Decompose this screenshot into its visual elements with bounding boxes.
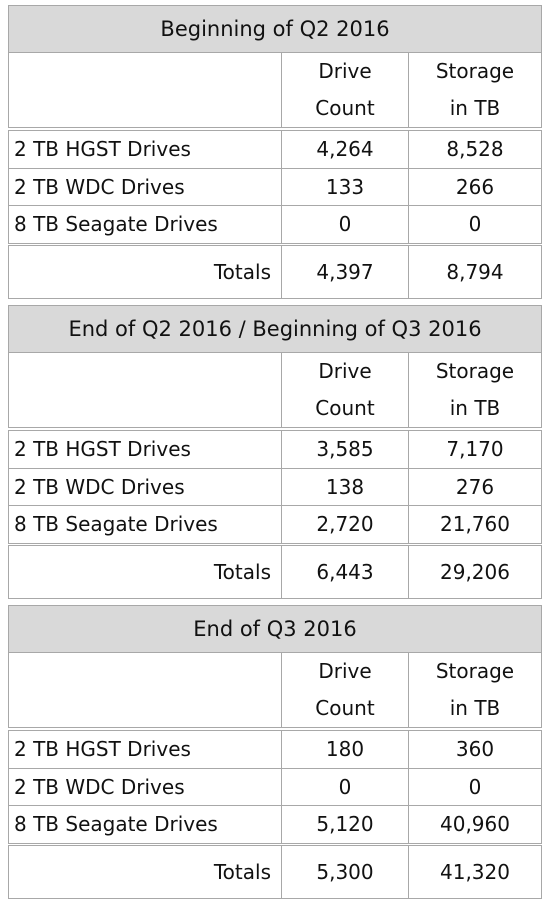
total-cell: 4,397 xyxy=(281,245,409,299)
table-cell-text: 5,120 xyxy=(316,812,374,837)
total-cell-text: 41,320 xyxy=(440,860,510,884)
row-label: 2 TB WDC Drives xyxy=(8,167,282,206)
row-label-text: 2 TB WDC Drives xyxy=(14,774,185,799)
totals-label-text: Totals xyxy=(213,560,271,584)
section-title: End of Q2 2016 / Beginning of Q3 2016 xyxy=(8,305,542,353)
total-cell: 29,206 xyxy=(408,545,542,599)
row-label-text: 8 TB Seagate Drives xyxy=(14,212,218,237)
table-cell-text: 360 xyxy=(455,737,495,762)
row-label: 8 TB Seagate Drives xyxy=(8,205,282,244)
totals-label: Totals xyxy=(8,545,282,599)
column-header-text: Drive Count xyxy=(315,59,375,120)
table-cell-text: 0 xyxy=(468,774,482,799)
table-cell-text: 180 xyxy=(325,737,365,762)
table-cell-text: 8,528 xyxy=(446,137,504,162)
row-label: 2 TB WDC Drives xyxy=(8,767,282,806)
total-cell: 5,300 xyxy=(281,845,409,899)
table-cell-text: 0 xyxy=(338,774,352,799)
column-header: Drive Count xyxy=(281,352,409,428)
row-label-text: 2 TB WDC Drives xyxy=(14,174,185,199)
total-cell-text: 5,300 xyxy=(316,860,374,884)
table-cell: 0 xyxy=(408,767,542,806)
row-label-text: 2 TB WDC Drives xyxy=(14,474,185,499)
table-cell: 3,585 xyxy=(281,430,409,469)
row-label-text: 2 TB HGST Drives xyxy=(14,137,191,162)
table-cell-text: 4,264 xyxy=(316,137,374,162)
table-cell-text: 3,585 xyxy=(316,437,374,462)
table-cell: 5,120 xyxy=(281,805,409,844)
table-cell: 133 xyxy=(281,167,409,206)
table-cell-text: 266 xyxy=(455,174,495,199)
table-cell: 21,760 xyxy=(408,505,542,544)
table-cell: 276 xyxy=(408,467,542,506)
section-title: End of Q3 2016 xyxy=(8,605,542,653)
table-cell: 0 xyxy=(408,205,542,244)
table-cell-text: 21,760 xyxy=(440,512,510,537)
totals-label-text: Totals xyxy=(213,260,271,284)
column-header: Storage in TB xyxy=(408,652,542,728)
table-cell: 180 xyxy=(281,730,409,769)
row-label: 8 TB Seagate Drives xyxy=(8,505,282,544)
row-label-text: 2 TB HGST Drives xyxy=(14,737,191,762)
total-cell-text: 6,443 xyxy=(316,560,374,584)
section-title-text: Beginning of Q2 2016 xyxy=(160,17,390,41)
table-cell-text: 40,960 xyxy=(440,812,510,837)
column-header-text: Storage in TB xyxy=(435,659,515,720)
total-cell-text: 29,206 xyxy=(440,560,510,584)
column-header-text: Drive Count xyxy=(315,659,375,720)
table-cell-text: 0 xyxy=(338,212,352,237)
total-cell: 6,443 xyxy=(281,545,409,599)
column-header: Storage in TB xyxy=(408,52,542,128)
table-cell: 266 xyxy=(408,167,542,206)
total-cell: 8,794 xyxy=(408,245,542,299)
table-cell: 7,170 xyxy=(408,430,542,469)
table-cell: 40,960 xyxy=(408,805,542,844)
column-header: Storage in TB xyxy=(408,352,542,428)
table-cell-text: 2,720 xyxy=(316,512,374,537)
table-cell: 8,528 xyxy=(408,130,542,169)
column-header-text: Drive Count xyxy=(315,359,375,420)
column-header-text: Storage in TB xyxy=(435,359,515,420)
row-label-text: 8 TB Seagate Drives xyxy=(14,812,218,837)
table-cell-text: 276 xyxy=(455,474,495,499)
table-cell: 138 xyxy=(281,467,409,506)
column-header-text: Storage in TB xyxy=(435,59,515,120)
table-cell: 2,720 xyxy=(281,505,409,544)
column-header: Drive Count xyxy=(281,652,409,728)
table-cell-text: 0 xyxy=(468,212,482,237)
total-cell: 41,320 xyxy=(408,845,542,899)
table-cell-text: 138 xyxy=(325,474,365,499)
section-title-text: End of Q3 2016 xyxy=(193,617,357,641)
row-label: 2 TB HGST Drives xyxy=(8,430,282,469)
row-label: 2 TB WDC Drives xyxy=(8,467,282,506)
row-label: 8 TB Seagate Drives xyxy=(8,805,282,844)
total-cell-text: 4,397 xyxy=(316,260,374,284)
table-cell: 360 xyxy=(408,730,542,769)
header-blank xyxy=(8,52,282,128)
table-cell-text: 7,170 xyxy=(446,437,504,462)
total-cell-text: 8,794 xyxy=(446,260,504,284)
totals-label-text: Totals xyxy=(213,860,271,884)
section-title-text: End of Q2 2016 / Beginning of Q3 2016 xyxy=(68,317,482,341)
header-blank xyxy=(8,352,282,428)
totals-label: Totals xyxy=(8,845,282,899)
totals-label: Totals xyxy=(8,245,282,299)
row-label-text: 8 TB Seagate Drives xyxy=(14,512,218,537)
section-title: Beginning of Q2 2016 xyxy=(8,5,542,53)
row-label: 2 TB HGST Drives xyxy=(8,130,282,169)
table-cell: 0 xyxy=(281,205,409,244)
row-label-text: 2 TB HGST Drives xyxy=(14,437,191,462)
header-blank xyxy=(8,652,282,728)
table-cell: 4,264 xyxy=(281,130,409,169)
column-header: Drive Count xyxy=(281,52,409,128)
row-label: 2 TB HGST Drives xyxy=(8,730,282,769)
table-cell: 0 xyxy=(281,767,409,806)
table-cell-text: 133 xyxy=(325,174,365,199)
